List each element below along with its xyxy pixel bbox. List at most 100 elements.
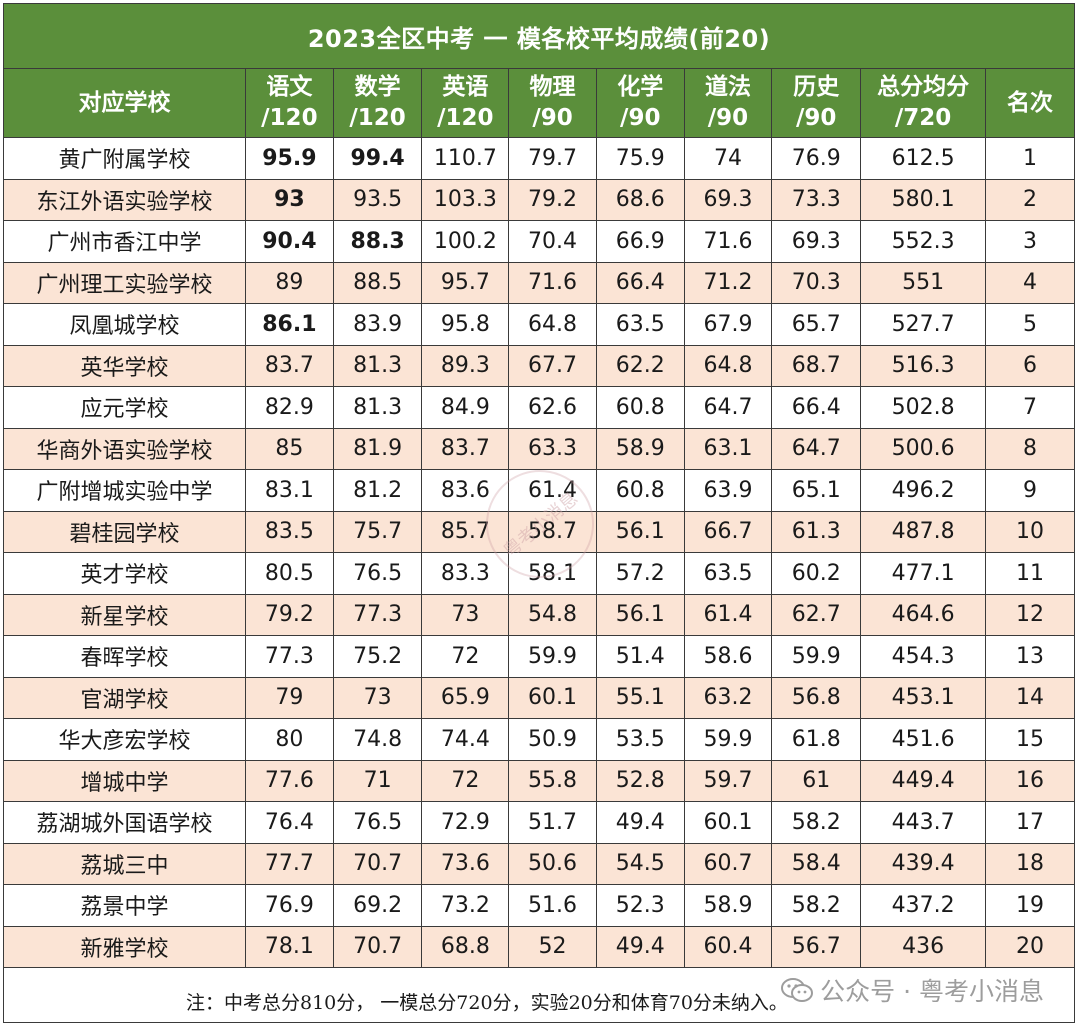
school-name-cell: 增城中学 [2,759,247,802]
chemistry-cell: 54.5 [595,842,685,885]
english-cell: 84.9 [421,386,510,429]
total-cell: 527.7 [860,303,987,346]
school-name-cell: 广附增城实验中学 [2,469,247,512]
column-header: 名次 [985,68,1075,138]
physics-cell: 58.1 [508,552,597,595]
total-cell: 449.4 [860,759,987,802]
total-cell: 580.1 [860,178,987,221]
english-cell: 110.7 [421,137,510,180]
total-cell: 451.6 [860,718,987,761]
rank-cell: 18 [985,842,1075,885]
math-cell: 81.2 [332,469,423,512]
rank-cell: 15 [985,718,1075,761]
morality-cell: 58.9 [683,884,773,927]
school-name-cell: 黄广附属学校 [2,137,247,180]
chemistry-cell: 57.2 [595,552,685,595]
column-header: 历史/90 [771,68,862,138]
chinese-cell: 89 [245,261,334,304]
math-cell: 69.2 [332,884,423,927]
history-cell: 56.7 [771,925,862,968]
score-table-sheet: 2023全区中考 一 模各校平均成绩(前20) 对应学校 语文/120 数学/120… [2,3,1075,1023]
rank-cell: 19 [985,884,1075,927]
total-cell: 454.3 [860,635,987,678]
rank-cell: 1 [985,137,1075,180]
chinese-cell: 86.1 [245,303,334,346]
table-row: 增城中学 77.6 71 72 55.8 52.8 59.7 61 449.4 16 [2,759,1075,802]
history-cell: 56.8 [771,676,862,719]
column-header: 语文/120 [245,68,334,138]
chinese-cell: 77.3 [245,635,334,678]
physics-cell: 61.4 [508,469,597,512]
table-row: 华商外语实验学校 85 81.9 83.7 63.3 58.9 63.1 64.7 500.6 8 [2,427,1075,470]
watermark: 公众号 · 粤考小消息 [780,972,1044,1008]
math-cell: 75.2 [332,635,423,678]
column-header: 数学/120 [332,68,423,138]
total-cell: 477.1 [860,552,987,595]
table-row: 新星学校 79.2 77.3 73 54.8 56.1 61.4 62.7 464.6 12 [2,593,1075,636]
rank-cell: 5 [985,303,1075,346]
total-cell: 500.6 [860,427,987,470]
table-row: 荔湖城外国语学校 76.4 76.5 72.9 51.7 49.4 60.1 58.2 443.… [2,801,1075,844]
chemistry-cell: 75.9 [595,137,685,180]
morality-cell: 66.7 [683,510,773,553]
english-cell: 72 [421,635,510,678]
column-header-max-score: /720 [894,105,952,131]
physics-cell: 60.1 [508,676,597,719]
morality-cell: 60.1 [683,801,773,844]
column-header-label: 语文 [266,74,313,100]
chemistry-cell: 66.9 [595,220,685,263]
english-cell: 72.9 [421,801,510,844]
table-row: 英华学校 83.7 81.3 89.3 67.7 62.2 64.8 68.7 516.3 6 [2,344,1075,387]
history-cell: 58.2 [771,801,862,844]
total-cell: 436 [860,925,987,968]
math-cell: 76.5 [332,552,423,595]
english-cell: 85.7 [421,510,510,553]
english-cell: 100.2 [421,220,510,263]
footnote-text: 注：中考总分810分， 一模总分720分，实验20分和体育70分未纳入。 [186,992,788,1014]
morality-cell: 69.3 [683,178,773,221]
column-header-label: 化学 [617,74,664,100]
chemistry-cell: 68.6 [595,178,685,221]
physics-cell: 58.7 [508,510,597,553]
math-cell: 71 [332,759,423,802]
rank-cell: 10 [985,510,1075,553]
history-cell: 60.2 [771,552,862,595]
table-row: 广附增城实验中学 83.1 81.2 83.6 61.4 60.8 63.9 65.1 496.… [2,469,1075,512]
column-header-label: 名次 [1007,89,1054,116]
total-cell: 487.8 [860,510,987,553]
table-row: 广州市香江中学 90.4 88.3 100.2 70.4 66.9 71.6 69.3 552.… [2,220,1075,263]
morality-cell: 58.6 [683,635,773,678]
chemistry-cell: 51.4 [595,635,685,678]
history-cell: 69.3 [771,220,862,263]
history-cell: 58.2 [771,884,862,927]
physics-cell: 50.9 [508,718,597,761]
total-cell: 551 [860,261,987,304]
physics-cell: 62.6 [508,386,597,429]
history-cell: 66.4 [771,386,862,429]
wechat-icon [780,977,814,1003]
physics-cell: 63.3 [508,427,597,470]
watermark-text: 公众号 · 粤考小消息 [820,977,1044,1006]
total-cell: 443.7 [860,801,987,844]
chemistry-cell: 63.5 [595,303,685,346]
history-cell: 61 [771,759,862,802]
morality-cell: 59.9 [683,718,773,761]
rank-cell: 20 [985,925,1075,968]
school-name-cell: 新星学校 [2,593,247,636]
school-name-cell: 碧桂园学校 [2,510,247,553]
total-cell: 437.2 [860,884,987,927]
history-cell: 59.9 [771,635,862,678]
column-header: 化学/90 [595,68,685,138]
school-name-cell: 广州理工实验学校 [2,261,247,304]
column-header-label: 道法 [704,74,751,100]
math-cell: 88.3 [332,220,423,263]
chinese-cell: 79.2 [245,593,334,636]
total-cell: 516.3 [860,344,987,387]
chinese-cell: 90.4 [245,220,334,263]
chinese-cell: 95.9 [245,137,334,180]
physics-cell: 55.8 [508,759,597,802]
footnote-row: 注：中考总分810分， 一模总分720分，实验20分和体育70分未纳入。 [3,967,1075,1023]
chinese-cell: 83.1 [245,469,334,512]
morality-cell: 61.4 [683,593,773,636]
rank-cell: 17 [985,801,1075,844]
